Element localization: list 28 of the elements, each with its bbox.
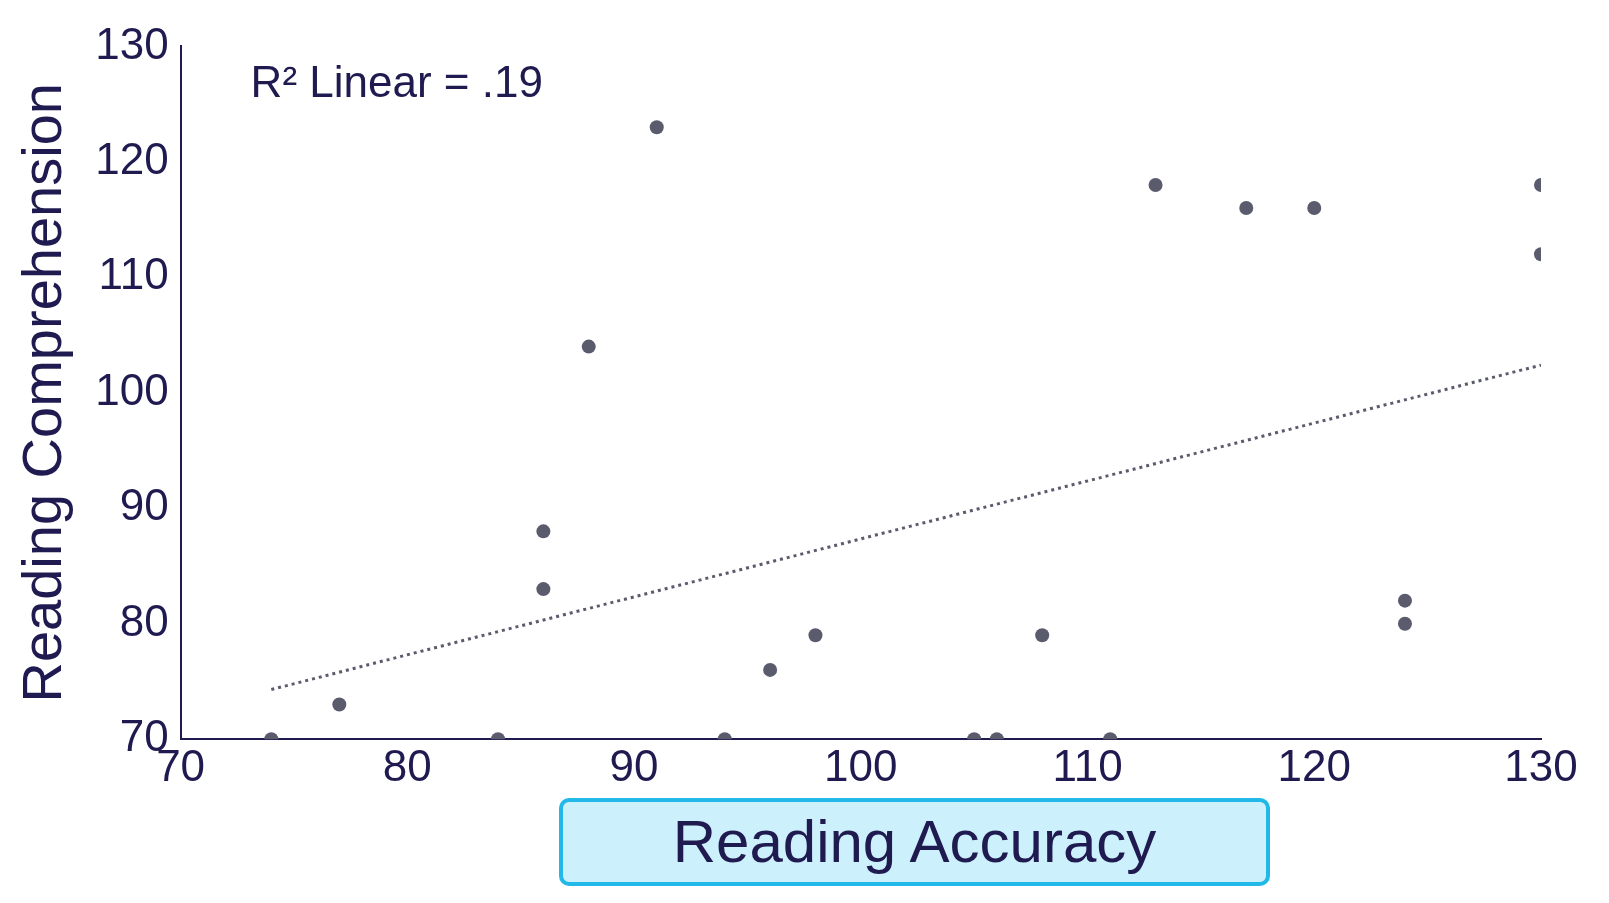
y-tick-label: 130 xyxy=(95,18,169,68)
y-tick-label: 120 xyxy=(95,134,169,184)
point xyxy=(1307,201,1322,216)
x-tick-label: 100 xyxy=(824,740,898,790)
point xyxy=(808,628,823,643)
x-tick-label: 80 xyxy=(382,740,432,790)
point xyxy=(649,120,664,135)
x-axis-title: Reading Accuracy xyxy=(558,798,1271,886)
x-tick-label: 90 xyxy=(609,740,659,790)
point xyxy=(536,582,551,597)
x-tick-label: 120 xyxy=(1277,740,1351,790)
x-tick-label: 110 xyxy=(1052,740,1123,790)
point xyxy=(1148,177,1163,192)
point xyxy=(581,339,596,354)
point xyxy=(1397,593,1412,608)
point xyxy=(1239,201,1254,216)
annotation: R² Linear = .19 xyxy=(250,56,543,106)
point xyxy=(1035,628,1050,643)
y-tick-label: 90 xyxy=(119,480,169,530)
point xyxy=(332,697,347,712)
y-axis-title: Reading Comprehension xyxy=(10,83,74,703)
point xyxy=(1397,616,1412,631)
y-tick-label: 80 xyxy=(119,595,169,645)
y-tick-label: 110 xyxy=(98,249,169,299)
point xyxy=(763,662,778,677)
point xyxy=(536,524,551,539)
y-tick-label: 100 xyxy=(95,364,169,414)
x-tick-label: 130 xyxy=(1504,740,1578,790)
